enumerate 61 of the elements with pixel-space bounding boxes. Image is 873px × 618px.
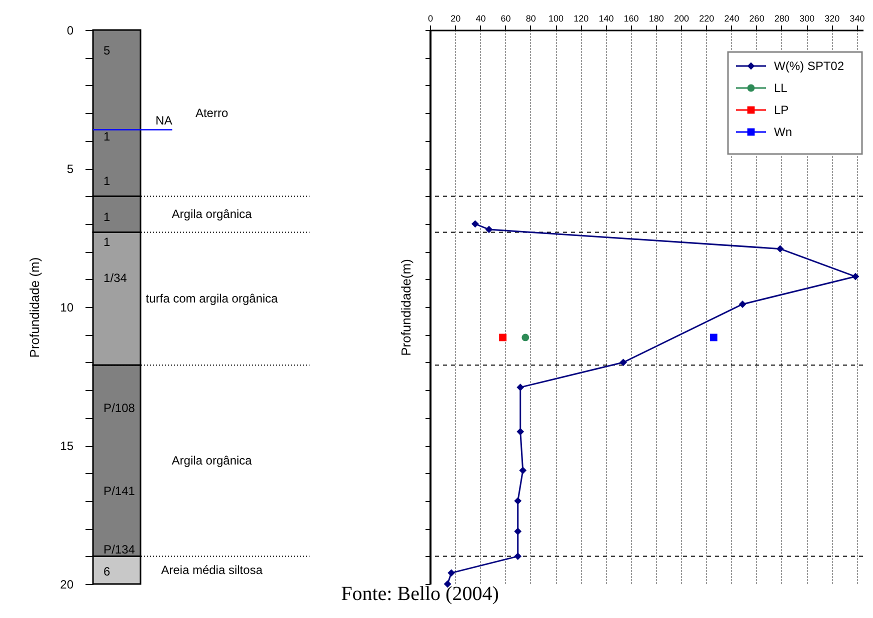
x-tick-label: 220 [699,14,714,24]
point [471,220,479,228]
x-tick-label: 280 [774,14,790,24]
x-tick-label: 40 [476,14,486,24]
text: Aterro [195,106,228,120]
ref-line-label: NA [156,114,172,128]
x-tick-label: 60 [500,14,511,24]
y-tick-label: 15 [60,439,74,453]
y-tick-label: 20 [60,578,74,592]
point [514,528,522,536]
x-tick-label: 260 [749,14,764,24]
annotation: P/108 [104,401,136,416]
x-tick-label: 200 [674,14,690,24]
x-tick-label: 100 [548,14,564,24]
point [852,272,860,280]
annotation: P/134 [104,542,136,556]
legend-label: Wn [774,125,792,139]
y-axis-title: Profundidade (m) [27,257,42,358]
x-tick-label: 160 [624,14,639,24]
x-tick-label: 240 [724,14,740,24]
point [710,334,718,342]
x-tick-label: 180 [648,14,664,24]
series-label: Areia média siltosa [161,563,263,578]
annotation: 1/34 [104,270,128,285]
series-label: turfa com argila orgânica [146,292,278,306]
point [514,552,522,560]
y-tick-label: 0 [66,24,74,38]
annotation: 5 [104,44,111,58]
legend-label: LL [774,81,788,95]
annotation: 1 [104,234,111,249]
text: Argila orgânica [172,207,252,222]
point [519,466,527,474]
annotation: 1 [104,174,111,188]
point [485,226,493,234]
y-tick-label: 10 [60,300,74,314]
point [448,569,456,577]
point [516,428,524,436]
y-axis-title: Profundidade(m) [398,259,414,356]
annotation: 1 [104,130,111,144]
x-tick-label: 300 [800,14,815,24]
x-tick-label: 340 [850,14,865,24]
point [516,384,524,392]
x-tick-label: 320 [824,14,840,24]
point [514,497,522,505]
x-tick-label: 0 [428,14,434,24]
legend-label: W(%) SPT02 [774,59,844,73]
annotation: 1 [104,210,111,224]
x-tick-label: 120 [574,14,589,24]
y-tick-label: 5 [66,162,74,176]
annotation: 6 [104,564,111,578]
x-tick-label: 20 [450,14,461,24]
annotation: P/141 [104,484,136,498]
annotation: Fonte: Bello (2004) [340,583,500,606]
point [522,334,530,342]
point [620,358,627,366]
text: Argila orgânica [172,454,252,468]
point [499,334,506,342]
x-tick-label: 80 [526,14,536,24]
point [776,245,784,253]
x-tick-label: 140 [598,14,614,24]
legend-label: LP [774,103,789,117]
